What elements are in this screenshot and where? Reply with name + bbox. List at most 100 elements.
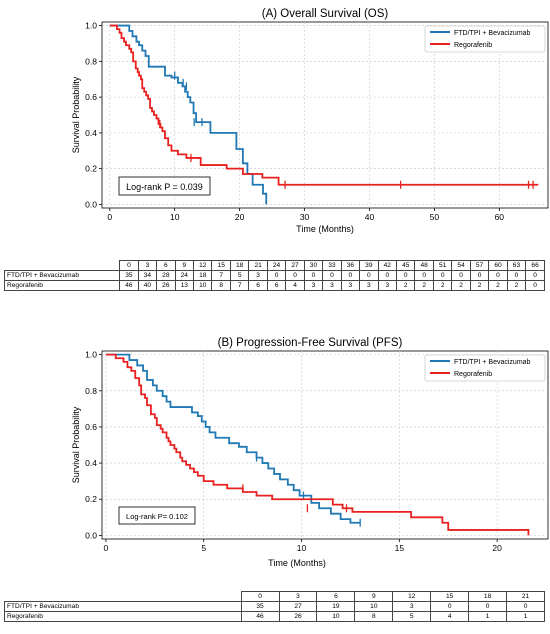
os-risk-value: 6 [266, 280, 287, 291]
os-logrank-box [118, 176, 211, 196]
os-risk-time: 0 [119, 260, 139, 271]
os-risk-time: 48 [414, 260, 434, 271]
os-risk-row-label: Regorafenib [3, 280, 121, 291]
os-risk-row-label: FTD/TPI + Bevacizumab [3, 270, 121, 281]
pfs-risk-time: 15 [430, 591, 470, 602]
os-risk-value: 2 [396, 280, 416, 291]
pfs-logrank-text: Log-rank P= 0.102 [126, 512, 188, 521]
pfs-risk-value: 0 [468, 601, 508, 612]
os-curve-rego [109, 24, 539, 186]
os-risk-value: 4 [285, 280, 305, 291]
os-risk-time: 27 [285, 260, 305, 271]
pfs-risk-value: 0 [430, 601, 470, 612]
os-risk-value: 26 [156, 280, 176, 291]
pfs-legend: FTD/TPI + Bevacizumab Regorafenib [424, 354, 546, 382]
pfs-risk-row-label: FTD/TPI + Bevacizumab [4, 601, 242, 612]
os-y-tick-label: 0.8 [85, 56, 97, 66]
os-curves [109, 24, 539, 205]
pfs-risk-value: 19 [316, 601, 356, 612]
os-risk-row: FTD/TPI + Bevacizumab 35 34 28 24 18 7 5 3 0 0 0 0 0 0… [3, 270, 545, 281]
os-risk-value: 7 [211, 270, 231, 281]
os-plot-frame [101, 21, 549, 209]
pfs-risk-value: 35 [240, 601, 280, 612]
os-risk-value: 0 [469, 270, 490, 281]
os-risk-time: 45 [396, 260, 416, 271]
os-risk-value: 0 [266, 270, 287, 281]
os-x-tick-label: 40 [365, 212, 375, 222]
os-risk-time: 3 [137, 260, 158, 271]
pfs-x-tick-label: 20 [492, 543, 502, 553]
os-risk-value: 2 [414, 280, 434, 291]
pfs-curve-ftd [105, 353, 361, 524]
os-risk-value: 7 [229, 280, 250, 291]
os-risk-time: 15 [211, 260, 231, 271]
pfs-y-ticks: 0.0 0.2 0.4 0.6 0.8 1.0 [85, 350, 102, 540]
pfs-risk-value: 27 [278, 601, 318, 612]
pfs-y-tick-label: 1.0 [85, 350, 97, 360]
os-risk-value: 13 [174, 280, 195, 291]
os-risk-value: 0 [432, 270, 453, 281]
os-risk-value: 10 [193, 280, 213, 291]
os-logrank-text: Log-rank P = 0.039 [126, 182, 203, 192]
os-risk-value: 34 [137, 270, 158, 281]
os-risk-time: 33 [322, 260, 342, 271]
pfs-risk-row: FTD/TPI + Bevacizumab 35 27 19 10 3 0 0 0 [4, 601, 545, 612]
os-legend-box [424, 25, 546, 53]
pfs-risk-value: 1 [468, 611, 508, 622]
pfs-risk-time: 12 [392, 591, 432, 602]
os-risk-time: 21 [248, 260, 268, 271]
pfs-risk-value: 26 [278, 611, 318, 622]
pfs-logrank-box [118, 506, 196, 525]
os-risk-value: 18 [193, 270, 213, 281]
pfs-y-tick-label: 0.2 [85, 494, 97, 504]
os-risk-time: 9 [174, 260, 195, 271]
os-chart: (A) Overall Survival (OS) 0.00.20.40.60.… [71, 8, 549, 234]
pfs-risk-time: 18 [468, 591, 508, 602]
os-risk-time: 6 [156, 260, 176, 271]
os-x-tick-label: 60 [495, 212, 505, 222]
pfs-x-tick-label: 5 [201, 543, 206, 553]
os-y-tick-label: 0.0 [85, 199, 97, 209]
pfs-risk-time: 6 [316, 591, 356, 602]
os-risk-value: 24 [174, 270, 195, 281]
os-risk-table: 0 3 6 9 12 15 18 21 24 27 30 33 36 39 42 45 48 51 54 57 60 63… [3, 260, 545, 291]
pfs-risk-row-label: Regorafenib [4, 611, 242, 622]
os-risk-value: 0 [451, 270, 471, 281]
pfs-y-tick-label: 0.4 [85, 458, 97, 468]
pfs-plot-frame [101, 350, 549, 540]
os-x-tick-label: 20 [235, 212, 245, 222]
os-risk-value: 3 [340, 280, 361, 291]
os-risk-value: 3 [359, 280, 379, 291]
pfs-x-tick-label: 10 [297, 543, 307, 553]
os-x-tick-label: 0 [107, 212, 112, 222]
os-risk-time: 60 [488, 260, 508, 271]
os-risk-value: 0 [359, 270, 379, 281]
os-risk-value: 0 [285, 270, 305, 281]
os-risk-value: 40 [137, 280, 158, 291]
os-risk-value: 8 [211, 280, 231, 291]
pfs-risk-header-row: 0 3 6 9 12 15 18 21 [4, 591, 545, 602]
pfs-risk-table: 0 3 6 9 12 15 18 21 FTD/TPI + Bevacizumab 35 27 19 1… [4, 591, 545, 622]
os-risk-value: 46 [119, 280, 139, 291]
pfs-risk-corner [4, 591, 242, 602]
os-risk-time: 39 [359, 260, 379, 271]
os-risk-time: 18 [229, 260, 250, 271]
os-y-ticks: 0.0 0.2 0.4 0.6 0.8 1.0 [85, 21, 102, 209]
os-y-tick-label: 1.0 [85, 21, 97, 31]
pfs-risk-value: 10 [316, 611, 356, 622]
pfs-curves [105, 353, 530, 536]
os-risk-value: 3 [248, 270, 268, 281]
os-risk-time: 51 [432, 260, 453, 271]
os-risk-time: 63 [506, 260, 527, 271]
pfs-y-tick-label: 0.8 [85, 386, 97, 396]
pfs-risk-time: 21 [506, 591, 545, 602]
pfs-x-ticks: 0 5 10 15 20 [104, 539, 502, 553]
os-x-ticks: 0 10 20 30 40 50 60 [107, 208, 504, 222]
os-risk-value: 0 [488, 270, 508, 281]
os-risk-time: 54 [451, 260, 471, 271]
pfs-logrank-annotation: Log-rank P= 0.102 [118, 506, 196, 525]
os-x-tick-label: 30 [300, 212, 310, 222]
pfs-risk-value: 0 [506, 601, 545, 612]
os-risk-time: 36 [340, 260, 361, 271]
os-y-tick-label: 0.6 [85, 92, 97, 102]
